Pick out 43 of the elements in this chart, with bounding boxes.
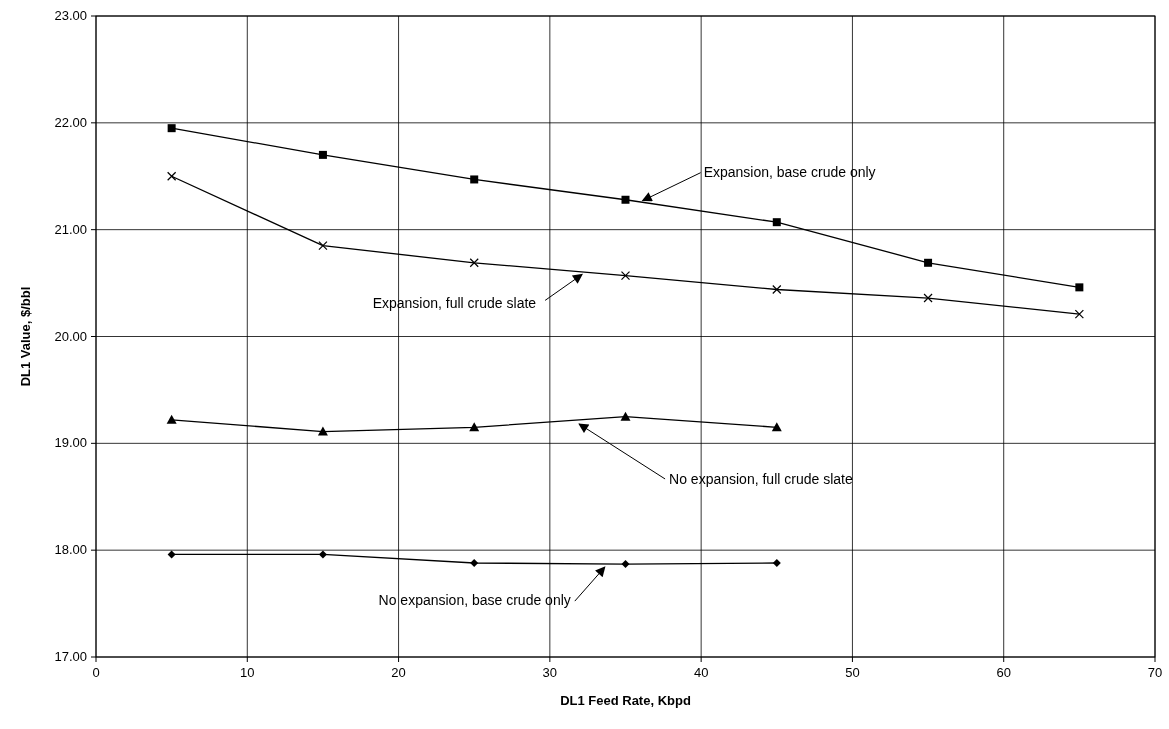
point bbox=[470, 175, 479, 184]
point bbox=[166, 414, 177, 424]
y-tick-label: 23.00 bbox=[54, 8, 87, 23]
x-tick-label: 70 bbox=[1147, 665, 1163, 680]
point bbox=[318, 550, 327, 559]
y-tick-label: 19.00 bbox=[54, 435, 87, 451]
y-tick-label: 22.00 bbox=[54, 114, 87, 130]
point bbox=[924, 258, 933, 267]
point bbox=[470, 558, 479, 567]
point bbox=[317, 426, 328, 436]
x-tick-label: 40 bbox=[693, 665, 709, 680]
x-tick-label: 0 bbox=[92, 665, 100, 680]
point bbox=[318, 150, 327, 159]
y-tick-label: 21.00 bbox=[54, 221, 87, 237]
x-tick-label: 20 bbox=[391, 665, 406, 680]
point bbox=[318, 241, 328, 251]
point bbox=[772, 284, 782, 295]
point bbox=[167, 550, 176, 559]
point bbox=[1074, 309, 1084, 319]
annotation: No expansion, base crude only bbox=[378, 592, 571, 609]
x-tick-label: 60 bbox=[996, 665, 1011, 680]
point bbox=[620, 411, 631, 421]
point bbox=[620, 271, 631, 281]
point bbox=[167, 171, 177, 181]
x-axis-title: DL1 Feed Rate, Kbpd bbox=[560, 693, 691, 708]
point bbox=[469, 258, 479, 268]
x-tick-label: 10 bbox=[240, 665, 255, 680]
y-tick-label: 20.00 bbox=[54, 328, 87, 344]
point bbox=[772, 558, 781, 567]
x-tick-label: 50 bbox=[845, 665, 860, 680]
annotation: No expansion, full crude slate bbox=[669, 470, 853, 487]
y-tick-label: 18.00 bbox=[54, 542, 87, 558]
point bbox=[1075, 283, 1084, 292]
point bbox=[621, 195, 630, 204]
y-axis-title: DL1 Value, $/bbl bbox=[18, 286, 33, 387]
point bbox=[167, 124, 176, 133]
y-tick-label: 17.00 bbox=[54, 649, 87, 664]
point bbox=[771, 422, 782, 432]
x-tick-label: 30 bbox=[542, 665, 558, 680]
point bbox=[772, 218, 781, 227]
point bbox=[923, 293, 933, 303]
point bbox=[469, 422, 480, 432]
point bbox=[621, 560, 630, 569]
